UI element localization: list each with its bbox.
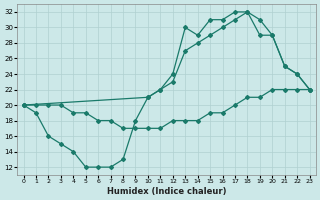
X-axis label: Humidex (Indice chaleur): Humidex (Indice chaleur) (107, 187, 226, 196)
